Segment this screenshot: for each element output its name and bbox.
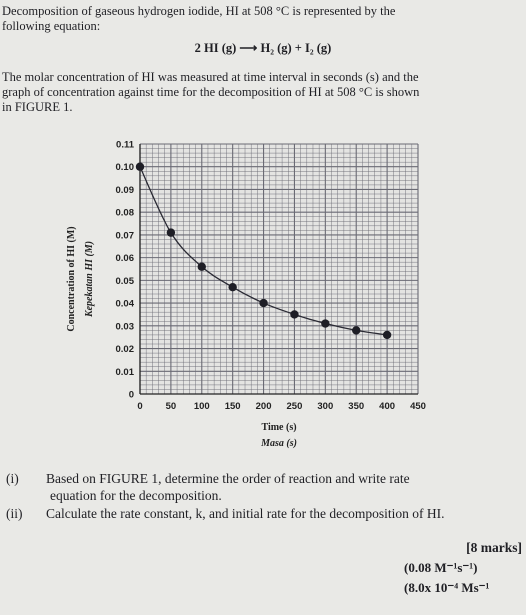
- data-point: [197, 262, 206, 271]
- marks-label: [8 marks]: [466, 540, 522, 555]
- intro-text: Decomposition of gaseous hydrogen iodide…: [2, 4, 522, 34]
- description-line-2: graph of concentration against time for …: [2, 85, 420, 99]
- y-tick-label: 0.09: [116, 185, 135, 196]
- x-tick-label: 50: [166, 401, 177, 412]
- data-point: [259, 298, 268, 308]
- x-axis-title: Time (s): [261, 422, 296, 433]
- x-tick-label: 350: [348, 401, 364, 412]
- x-tick-label: 250: [287, 401, 303, 412]
- x-tick-label: 100: [194, 401, 210, 412]
- question-i-line-2: equation for the decomposition.: [50, 488, 222, 503]
- question-ii-number: (ii): [6, 506, 23, 521]
- x-tick-label: 150: [225, 401, 241, 412]
- y-tick-label: 0.10: [116, 162, 135, 173]
- x-tick-label: 450: [410, 401, 426, 412]
- intro-line-2: following equation:: [2, 19, 101, 33]
- reaction-equation: 2 HI (g) ⟶ H₂ (g) + I₂ (g): [194, 41, 332, 55]
- figure-1-chart: 0 50 100 150 200 250 300 350 400 450 0 0.01 0.02 0.03…: [60, 136, 460, 456]
- y-tick-label: 0.04: [116, 299, 135, 310]
- answer-initial-rate: (8.0x 10⁻⁴ Ms⁻¹: [404, 580, 490, 595]
- plot-area: [140, 144, 418, 394]
- data-point: [135, 162, 145, 171]
- x-axis-title-alt: Masa (s): [260, 438, 297, 449]
- intro-line-1: Decomposition of gaseous hydrogen iodide…: [2, 4, 396, 18]
- data-point: [166, 228, 176, 237]
- question-i: (i) Based on FIGURE 1, determine the orde…: [6, 470, 522, 504]
- x-tick-label: 0: [137, 401, 142, 412]
- description-line-3: in FIGURE 1.: [2, 100, 73, 114]
- question-i-line-1: Based on FIGURE 1, determine the order o…: [46, 471, 410, 486]
- question-ii: (ii) Calculate the rate constant, k, and …: [6, 505, 522, 522]
- y-axis-title-alt: Kepekatan HI (M): [84, 241, 95, 318]
- question-i-number: (i): [6, 471, 19, 486]
- data-point: [290, 310, 299, 319]
- y-tick-label: 0.02: [116, 344, 135, 355]
- data-point: [352, 326, 361, 335]
- y-tick-label: 0.01: [116, 367, 135, 378]
- y-tick-label: 0.06: [116, 253, 135, 264]
- question-ii-text: Calculate the rate constant, k, and init…: [46, 506, 445, 521]
- y-axis-title: Concentration of HI (M): [66, 226, 77, 331]
- chart-svg: 0 50 100 150 200 250 300 350 400 450 0 0.01 0.02 0.03…: [66, 140, 426, 450]
- y-tick-label: 0.03: [116, 321, 135, 332]
- description-text: The molar concentration of HI was measur…: [2, 70, 522, 115]
- description-line-1: The molar concentration of HI was measur…: [2, 70, 419, 84]
- x-tick-label: 300: [317, 401, 333, 412]
- answer-rate-constant: (0.08 M⁻¹s⁻¹): [404, 560, 478, 575]
- y-tick-label: 0.05: [116, 276, 135, 287]
- y-tick-label: 0.07: [116, 230, 135, 241]
- y-tick-label: 0: [129, 390, 134, 401]
- x-tick-label: 400: [379, 401, 395, 412]
- data-point: [228, 282, 237, 292]
- y-tick-label: 0.08: [116, 208, 135, 219]
- y-tick-label: 0.11: [116, 140, 135, 151]
- x-tick-label: 200: [256, 401, 272, 412]
- data-point: [382, 330, 392, 340]
- data-point: [321, 319, 330, 328]
